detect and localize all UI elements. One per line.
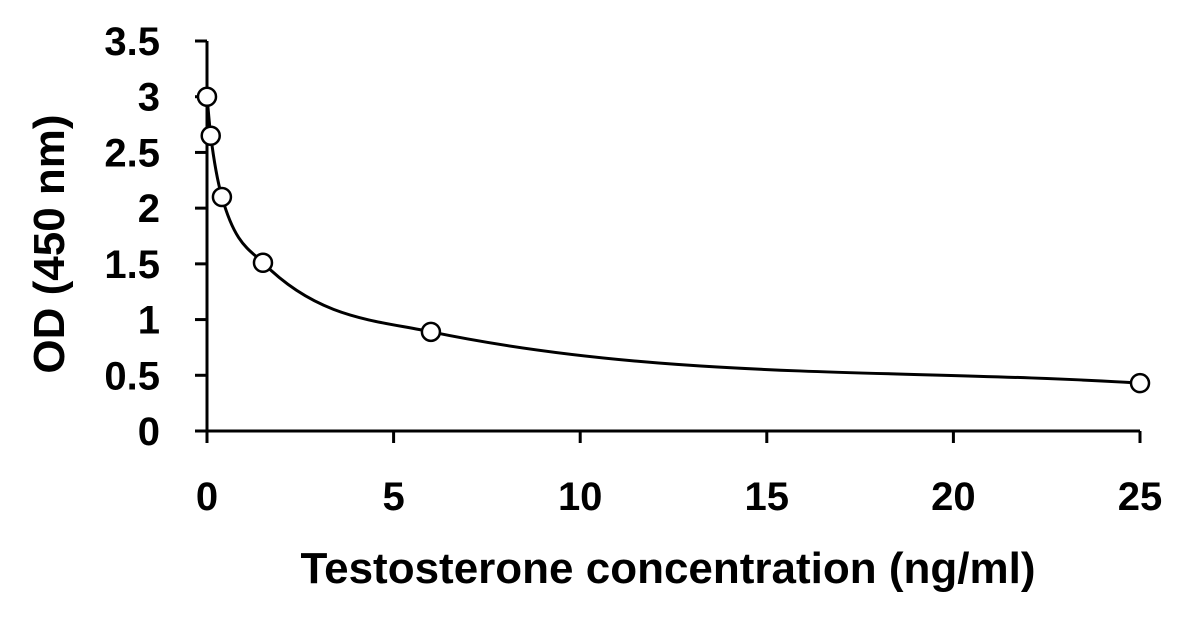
data-point bbox=[211, 186, 233, 208]
y-tick-label: 3.5 bbox=[104, 20, 160, 64]
series bbox=[205, 96, 1141, 385]
y-tick-label: 1.5 bbox=[104, 243, 160, 287]
data-point bbox=[1129, 372, 1151, 394]
y-axis-title: OD (450 nm) bbox=[25, 114, 74, 373]
data-points bbox=[196, 86, 1151, 394]
y-tick-label: 2.5 bbox=[104, 131, 160, 175]
series-curve bbox=[205, 96, 1141, 385]
y-tick-label: 0.5 bbox=[104, 354, 160, 398]
data-point bbox=[196, 86, 218, 107]
data-point bbox=[252, 252, 274, 273]
data-point bbox=[200, 125, 221, 146]
x-axis-title: Testosterone concentration (ng/ml) bbox=[300, 544, 1035, 593]
ticks bbox=[195, 39, 1142, 443]
y-tick-label: 1 bbox=[138, 299, 160, 343]
tick-labels: 0 0.5 1 1.5 2 2.5 3 3.5 0 5 10 15 20 25 bbox=[104, 20, 1162, 519]
y-tick-label: 2 bbox=[138, 187, 160, 231]
y-tick-label: 3 bbox=[138, 76, 160, 120]
x-tick-label: 25 bbox=[1118, 475, 1163, 519]
x-tick-label: 10 bbox=[558, 475, 603, 519]
x-tick-label: 5 bbox=[382, 475, 404, 519]
x-tick-label: 0 bbox=[196, 475, 218, 519]
y-tick-label: 0 bbox=[138, 410, 160, 454]
data-point bbox=[420, 321, 442, 343]
x-tick-label: 20 bbox=[931, 475, 976, 519]
x-tick-label: 15 bbox=[745, 475, 790, 519]
